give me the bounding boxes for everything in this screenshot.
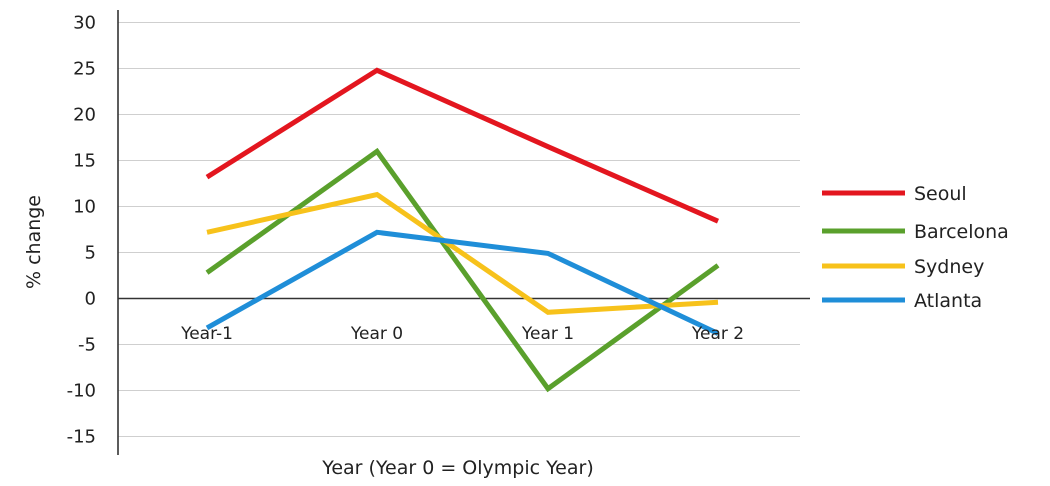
y-tick-label: 25	[73, 59, 96, 80]
x-tick-label: Year 0	[350, 324, 403, 344]
y-axis-title: % change	[23, 195, 45, 289]
y-tick-label: -15	[67, 427, 96, 448]
x-axis-title: Year (Year 0 = Olympic Year)	[321, 457, 593, 479]
series-line-seoul	[205, 67, 720, 224]
y-tick-label: 30	[73, 13, 96, 34]
legend: Seoul Barcelona Sydney Atlanta	[822, 183, 1009, 312]
legend-item-barcelona: Barcelona	[822, 221, 1009, 243]
legend-item-atlanta: Atlanta	[822, 290, 982, 312]
y-tick-label: 0	[85, 289, 96, 310]
x-tick-label: Year 2	[691, 324, 744, 344]
x-tick-label: Year 1	[521, 324, 574, 344]
y-tick-label: 10	[73, 197, 96, 218]
y-tick-label: 20	[73, 105, 96, 126]
axes	[117, 10, 810, 455]
series-lines	[205, 67, 720, 393]
legend-item-seoul: Seoul	[822, 183, 967, 205]
x-tick-labels: Year-1 Year 0 Year 1 Year 2	[180, 324, 744, 344]
legend-label: Atlanta	[914, 290, 982, 312]
y-tick-label: -10	[67, 381, 96, 402]
y-tick-labels: 30 25 20 15 10 5 0 -5 -10 -15	[67, 13, 96, 448]
y-tick-label: 5	[85, 243, 96, 264]
series-line-atlanta	[205, 229, 720, 336]
legend-item-sydney: Sydney	[822, 256, 984, 278]
legend-label: Seoul	[914, 183, 967, 205]
series-line-sydney	[206, 191, 719, 315]
y-tick-label: 15	[73, 151, 96, 172]
x-tick-label: Year-1	[180, 324, 233, 344]
legend-label: Sydney	[914, 256, 984, 278]
y-tick-label: -5	[78, 335, 96, 356]
legend-label: Barcelona	[914, 221, 1009, 243]
